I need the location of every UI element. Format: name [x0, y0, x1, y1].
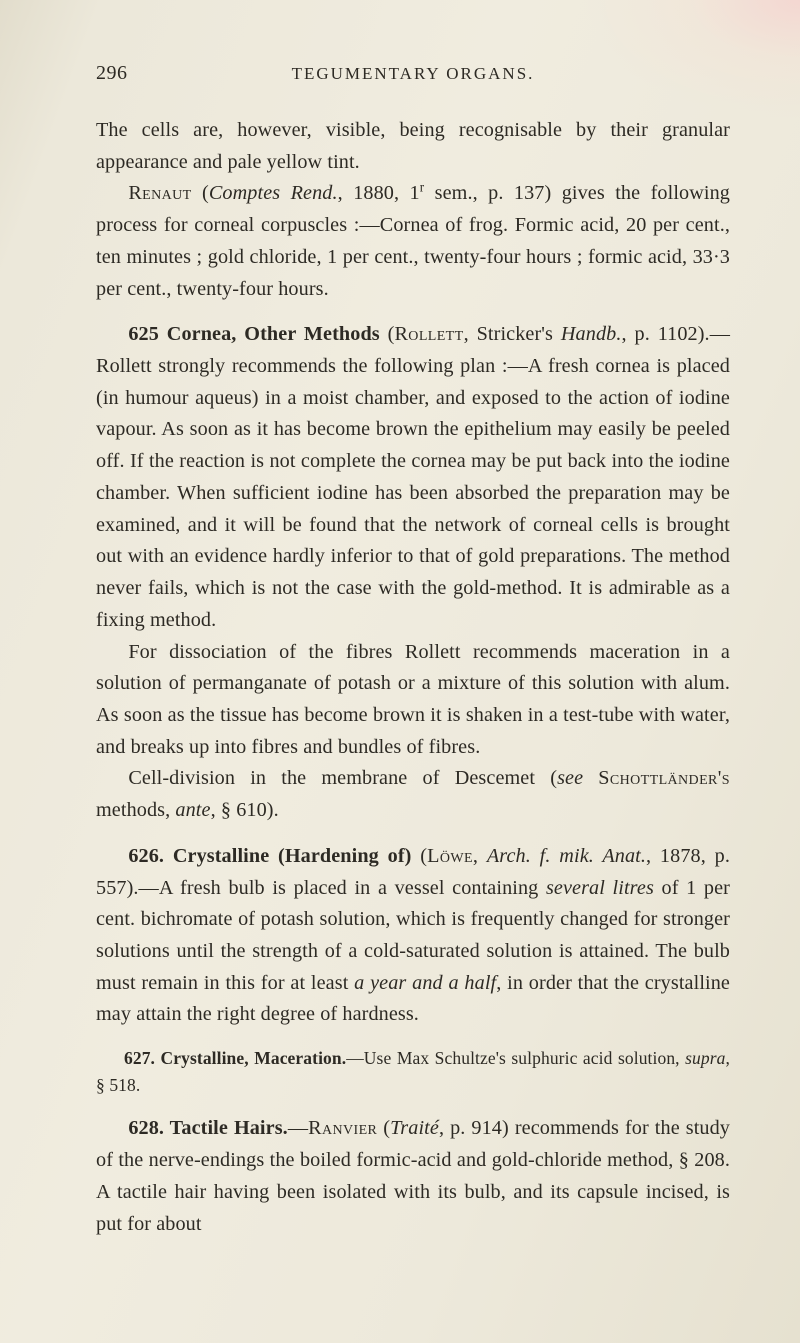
text: , Stricker's [464, 323, 561, 345]
page-number: 296 [96, 62, 158, 85]
work-title: Comptes Rend. [209, 182, 338, 204]
text: , [473, 845, 487, 867]
text: ( [377, 1117, 390, 1139]
work-title: Handb. [561, 323, 622, 345]
section-number: 628. [128, 1117, 164, 1139]
spacer [96, 1099, 730, 1113]
paragraph: The cells are, however, visible, being r… [96, 115, 730, 178]
text: , p. 1102).—Rollett strongly recommends … [96, 323, 730, 630]
author-name: Rollett [394, 323, 463, 345]
spacer [96, 1031, 730, 1045]
text: methods, [96, 799, 175, 821]
body-text: The cells are, however, visible, being r… [96, 115, 730, 1240]
author-name: Renaut [128, 182, 191, 204]
italic-text: several litres [546, 877, 654, 899]
page-header: 296 TEGUMENTARY ORGANS. [96, 62, 730, 85]
italic-text: supra [685, 1048, 725, 1068]
italic-text: ante [175, 799, 210, 821]
text: —Use Max Schultze's sulphuric acid solut… [346, 1048, 685, 1068]
work-title: Traité [390, 1117, 439, 1139]
running-head: TEGUMENTARY ORGANS. [158, 64, 730, 84]
section-628: 628. Tactile Hairs.—Ranvier (Traité, p. … [96, 1113, 730, 1240]
work-title: Arch. f. mik. Anat. [487, 845, 646, 867]
spacer [96, 827, 730, 841]
text: , 1880, 1 [338, 182, 420, 204]
section-number: 625 [128, 323, 159, 345]
text: Cell-division in the membrane of Desceme… [128, 767, 557, 789]
section-title: Crystalline, Maceration. [155, 1048, 346, 1068]
section-627: 627. Crystalline, Maceration.—Use Max Sc… [96, 1045, 730, 1099]
paragraph: For dissociation of the fibres Rollett r… [96, 637, 730, 764]
text: ( [411, 845, 427, 867]
section-title: Cornea, Other Methods [159, 323, 380, 345]
corner-highlight [580, 0, 800, 120]
section-625: 625 Cornea, Other Methods (Rollett, Stri… [96, 319, 730, 636]
text: ( [380, 323, 395, 345]
page: 296 TEGUMENTARY ORGANS. The cells are, h… [0, 0, 800, 1343]
text: — [288, 1117, 308, 1139]
section-title: Crystalline (Hardening of) [164, 845, 411, 867]
text: ( [192, 182, 209, 204]
paragraph: Cell-division in the membrane of Desceme… [96, 763, 730, 826]
author-name: Ranvier [308, 1117, 377, 1139]
italic-text: a year and a half [354, 972, 496, 994]
section-title: Tactile Hairs. [164, 1117, 288, 1139]
author-name: Löwe [427, 845, 473, 867]
author-name: Schott­länder's [598, 767, 730, 789]
text [583, 767, 598, 789]
italic-text: see [557, 767, 583, 789]
paragraph: Renaut (Comptes Rend., 1880, 1r sem., p.… [96, 178, 730, 305]
section-number: 626. [128, 845, 164, 867]
spacer [96, 305, 730, 319]
section-626: 626. Crystalline (Hardening of) (Löwe, A… [96, 841, 730, 1031]
section-number: 627. [124, 1048, 155, 1068]
text: , § 610). [211, 799, 279, 821]
